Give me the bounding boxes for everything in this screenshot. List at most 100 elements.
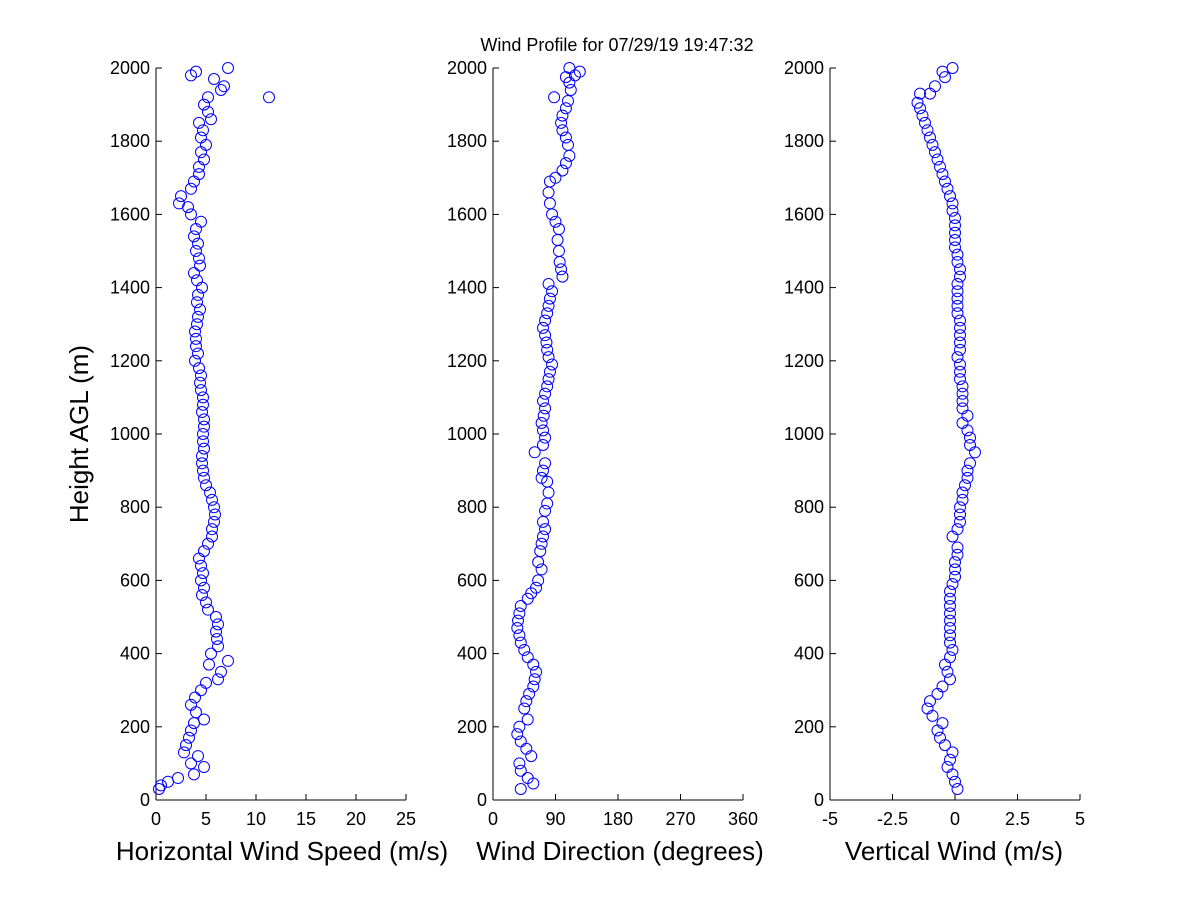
data-point [188, 266, 200, 279]
x-tick-label: -2.5 [877, 809, 908, 829]
data-point [559, 157, 572, 170]
data-point [198, 442, 210, 455]
data-point [198, 545, 210, 558]
data-point [191, 318, 203, 331]
data-point [924, 131, 936, 144]
data-point [941, 761, 954, 774]
data-point [556, 164, 569, 177]
y-tick-label: 200 [120, 717, 150, 737]
data-point [949, 563, 961, 576]
data-point [527, 680, 540, 693]
data-point [180, 739, 192, 752]
figure-title: Wind Profile for 07/29/19 19:47:32 [480, 35, 753, 55]
data-point [951, 307, 964, 320]
y-tick-label: 1400 [110, 278, 150, 298]
data-point [931, 153, 944, 166]
data-point [198, 153, 210, 166]
data-point [222, 62, 234, 74]
data-point [539, 314, 552, 327]
data-point [210, 611, 222, 623]
data-point [944, 621, 956, 634]
data-point [202, 603, 214, 616]
data-point [514, 764, 527, 777]
data-point [946, 204, 959, 217]
data-point [212, 640, 224, 653]
data-point [173, 197, 185, 210]
data-point [194, 259, 206, 272]
data-point [206, 530, 218, 543]
data-point [200, 676, 212, 689]
data-point [549, 215, 562, 228]
data-point [205, 647, 217, 660]
data-point [537, 321, 549, 334]
y-tick-label: 1200 [784, 351, 824, 371]
data-point [949, 226, 961, 239]
data-point [949, 212, 961, 225]
data-point [197, 567, 209, 580]
y-tick-label: 1200 [447, 351, 487, 371]
panel-horizontal-wind-speed: Horizontal Wind Speed (m/s) 020040060080… [110, 58, 448, 866]
data-point [934, 731, 946, 744]
data-point [929, 146, 941, 159]
data-point [206, 493, 218, 506]
data-point [956, 395, 969, 408]
y-tick-label: 1000 [447, 424, 487, 444]
data-point [202, 105, 214, 118]
y-tick-label: 800 [457, 497, 487, 517]
data-point [573, 65, 586, 78]
x-tick-label: -5 [822, 809, 838, 829]
data-point [192, 237, 204, 250]
data-point [949, 241, 961, 254]
data-point [202, 91, 214, 104]
data-point [919, 116, 931, 129]
data-point [155, 779, 167, 792]
data-point [914, 87, 926, 100]
data-point [949, 570, 961, 583]
data-point [949, 219, 961, 232]
data-point [543, 365, 556, 378]
x-tick-label: 20 [346, 809, 366, 829]
data-point [514, 600, 527, 613]
data-point [193, 116, 205, 129]
data-point [539, 504, 552, 517]
data-point [954, 336, 966, 349]
data-point [944, 651, 956, 664]
y-tick-label: 1200 [110, 351, 150, 371]
data-point [548, 91, 561, 104]
data-point [539, 431, 552, 444]
data-point [518, 702, 531, 715]
data-point [954, 343, 966, 356]
data-point [212, 673, 224, 686]
data-point [521, 772, 534, 785]
data-point [513, 720, 526, 733]
data-point [542, 373, 555, 386]
data-point [218, 80, 230, 93]
data-point [539, 387, 552, 400]
x-tick-label: 5 [1075, 809, 1085, 829]
data-point [537, 395, 549, 408]
data-point [193, 362, 205, 375]
data-point [944, 614, 956, 627]
y-tick-label: 600 [794, 570, 824, 590]
data-point [956, 380, 969, 393]
data-point [195, 215, 207, 228]
data-point [518, 643, 531, 656]
data-point [944, 673, 956, 686]
y-tick-label: 1600 [110, 204, 150, 224]
data-point [520, 695, 533, 708]
data-point [949, 556, 961, 569]
data-point [556, 109, 569, 122]
data-point [172, 772, 184, 785]
data-point [195, 369, 207, 382]
data-point [542, 299, 555, 312]
data-point [541, 380, 554, 393]
x-tick-label: 180 [603, 809, 633, 829]
data-point [193, 168, 205, 181]
x-tick-label: 0 [950, 809, 960, 829]
data-point [537, 438, 549, 451]
data-point [546, 285, 559, 298]
data-point [528, 446, 541, 459]
data-point [556, 124, 569, 137]
data-point [541, 307, 554, 320]
